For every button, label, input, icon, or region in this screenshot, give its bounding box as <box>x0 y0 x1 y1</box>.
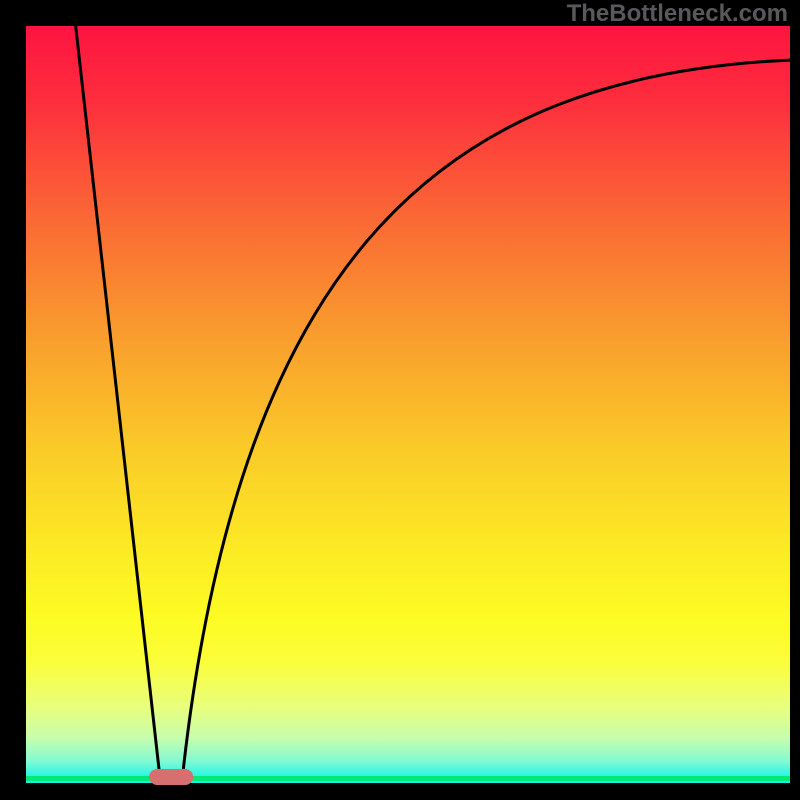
watermark-text: TheBottleneck.com <box>567 0 788 28</box>
right-v-curve <box>183 60 790 775</box>
bottleneck-marker <box>149 769 193 785</box>
curve-overlay <box>0 0 800 800</box>
chart-container: TheBottleneck.com <box>0 0 800 800</box>
left-v-line <box>76 26 160 775</box>
